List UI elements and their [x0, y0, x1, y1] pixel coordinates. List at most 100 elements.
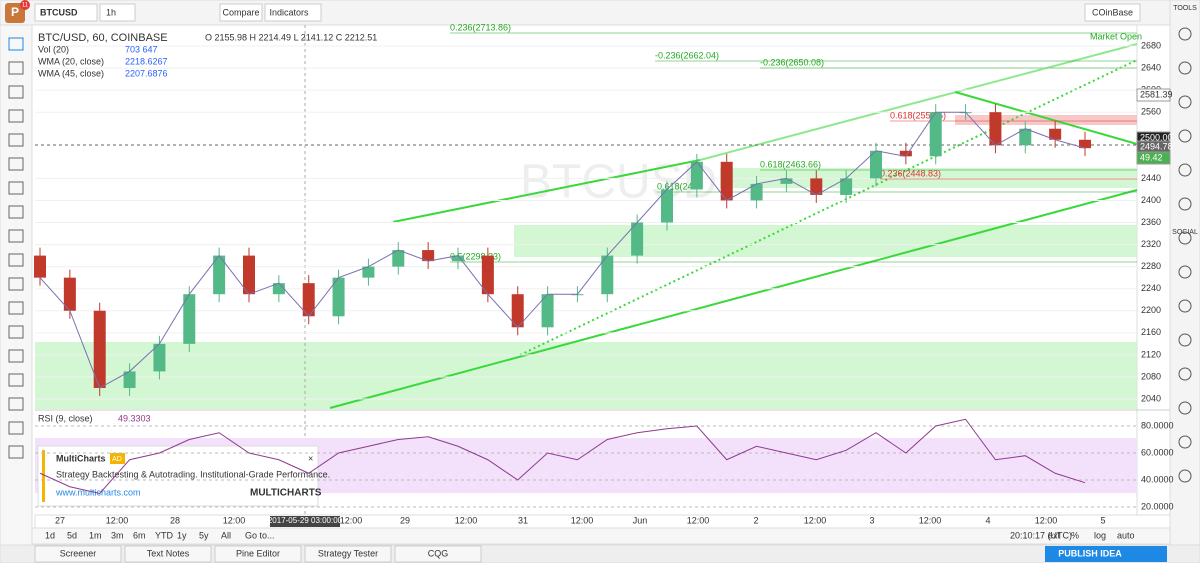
candle	[1019, 128, 1032, 146]
sidebar-icon[interactable]	[1178, 401, 1192, 415]
indicator-value: 2218.6267	[125, 56, 168, 66]
range-button[interactable]: 1m	[89, 530, 102, 540]
ad-url[interactable]: www.multicharts.com	[55, 487, 141, 497]
publish-label: PUBLISH IDEA	[1058, 548, 1122, 558]
range-button[interactable]: 3m	[111, 530, 124, 540]
time-axis	[34, 514, 1171, 529]
candle	[332, 277, 345, 317]
range-button[interactable]: 5y	[199, 530, 209, 540]
support-zone	[35, 342, 1137, 409]
sidebar-icon[interactable]	[1178, 163, 1192, 177]
sidebar-icon[interactable]	[1178, 197, 1192, 211]
price-tick-label: 2560	[1141, 107, 1161, 117]
tool-icon[interactable]	[8, 277, 24, 291]
candle	[989, 112, 1002, 146]
indicator-name: WMA (45, close)	[38, 68, 104, 78]
logo[interactable]	[5, 3, 25, 23]
range-button[interactable]: 1y	[177, 530, 187, 540]
range-button[interactable]: Go to...	[245, 530, 275, 540]
time-label: 28	[170, 515, 180, 525]
range-button[interactable]: All	[221, 530, 231, 540]
range-button[interactable]: 6m	[133, 530, 146, 540]
scale-option[interactable]: %	[1071, 530, 1079, 540]
price-marker-label: 2500.00	[1140, 132, 1173, 142]
range-button[interactable]: 1d	[45, 530, 55, 540]
tool-icon[interactable]	[8, 373, 24, 387]
sidebar-icon[interactable]	[1178, 27, 1192, 41]
sidebar-icon[interactable]	[1178, 95, 1192, 109]
sidebar-icon[interactable]	[1178, 367, 1192, 381]
range-button[interactable]: YTD	[155, 530, 174, 540]
scale-option[interactable]: log	[1094, 530, 1106, 540]
candle	[750, 183, 763, 201]
interval-box[interactable]	[99, 3, 136, 22]
tool-icon[interactable]	[8, 253, 24, 267]
tab[interactable]	[124, 545, 212, 563]
price-tick-label: 2280	[1141, 261, 1161, 271]
sidebar-icon[interactable]	[1178, 265, 1192, 279]
tool-icon[interactable]	[8, 205, 24, 219]
sidebar-icon[interactable]	[1178, 231, 1192, 245]
tool-icon[interactable]	[8, 109, 24, 123]
candle	[810, 178, 823, 195]
ad-text: Strategy Backtesting & Autotrading. Inst…	[56, 469, 330, 479]
tool-icon[interactable]	[8, 325, 24, 339]
sidebar-icon[interactable]	[1178, 299, 1192, 313]
tab-label: Strategy Tester	[318, 548, 378, 558]
compare-button[interactable]	[219, 3, 263, 22]
tool-icon[interactable]	[8, 37, 24, 51]
tool-icon[interactable]	[8, 85, 24, 99]
account: COinBase	[1092, 7, 1133, 17]
ad-close[interactable]: ×	[308, 453, 313, 463]
candle	[392, 250, 405, 267]
candle	[481, 255, 494, 295]
account-box[interactable]	[1084, 3, 1141, 22]
interval: 1h	[106, 7, 116, 17]
tool-icon[interactable]	[8, 61, 24, 75]
badge	[20, 0, 30, 10]
time-label: 12:00	[687, 515, 710, 525]
tool-icon[interactable]	[8, 157, 24, 171]
indicators-button[interactable]	[264, 3, 322, 22]
ad-box[interactable]	[37, 445, 319, 507]
legend-title: BTC/USD, 60, COINBASE	[38, 32, 168, 44]
tool-icon[interactable]	[8, 349, 24, 363]
price-marker-label: 49.42	[1140, 152, 1163, 162]
fib-label: 0.618(2552.5)	[890, 110, 946, 120]
tab-label: Screener	[60, 548, 97, 558]
rsi-tick-label: 60.0000	[1141, 447, 1174, 457]
tab[interactable]	[394, 545, 482, 563]
sidebar-icon[interactable]	[1178, 61, 1192, 75]
range-button[interactable]: 5d	[67, 530, 77, 540]
price-tick-label: 2040	[1141, 393, 1161, 403]
price-marker-label: 2494.78	[1140, 141, 1173, 151]
candle	[302, 283, 315, 317]
scale-option[interactable]: auto	[1117, 530, 1135, 540]
price-tick-label: 2360	[1141, 217, 1161, 227]
tool-icon[interactable]	[8, 445, 24, 459]
tab[interactable]	[214, 545, 302, 563]
tab[interactable]	[34, 545, 122, 563]
tool-icon[interactable]	[8, 421, 24, 435]
candle	[899, 150, 912, 157]
watermark: BTCUSD	[520, 156, 717, 209]
sidebar-icon[interactable]	[1178, 469, 1192, 483]
tool-icon[interactable]	[8, 397, 24, 411]
tab[interactable]	[304, 545, 392, 563]
tool-icon[interactable]	[8, 301, 24, 315]
scale-option[interactable]: ext	[1048, 530, 1061, 540]
tool-icon[interactable]	[8, 181, 24, 195]
sidebar-icon[interactable]	[1178, 129, 1192, 143]
candle	[422, 250, 435, 262]
fib-label: -0.236(2662.04)	[655, 50, 719, 60]
candle	[243, 255, 255, 295]
price-marker-label: 2581.39	[1140, 89, 1173, 99]
sidebar-icon[interactable]	[1178, 333, 1192, 347]
tool-icon[interactable]	[8, 229, 24, 243]
sidebar-icon[interactable]	[1178, 435, 1192, 449]
time-label: 3	[869, 515, 874, 525]
publish-button[interactable]	[1045, 546, 1167, 562]
symbol-box[interactable]	[34, 3, 98, 22]
tool-icon[interactable]	[8, 133, 24, 147]
price-marker	[1136, 151, 1171, 165]
